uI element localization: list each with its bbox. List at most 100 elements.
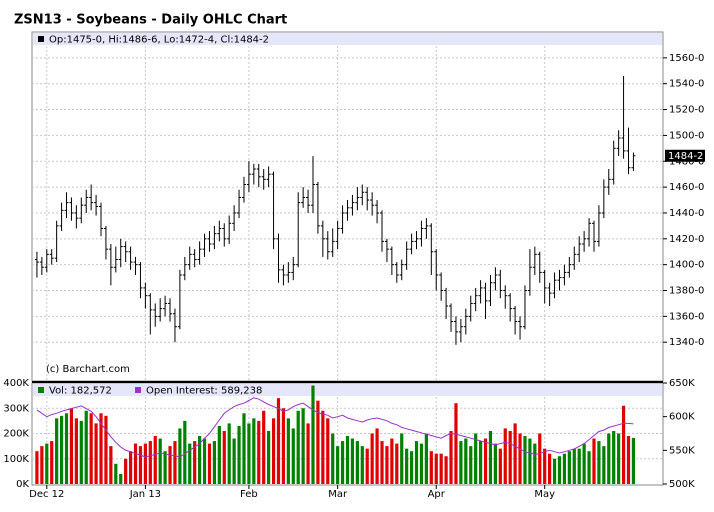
volume-bar <box>296 410 300 484</box>
volume-bar <box>350 438 355 484</box>
volume-bar <box>178 428 182 484</box>
volume-bar <box>89 413 93 484</box>
volume-bar <box>202 438 207 484</box>
y-tick-label: 1340-0 <box>669 337 704 348</box>
volume-bar <box>35 451 39 484</box>
x-tick-label: Jan 13 <box>129 489 161 500</box>
volume-bar <box>173 441 177 484</box>
volume-bar <box>281 408 286 484</box>
volume-bar <box>552 458 557 484</box>
volume-bar <box>365 448 369 484</box>
volume-bar <box>345 436 350 484</box>
volume-bar <box>193 441 197 484</box>
volume-bar <box>375 428 379 484</box>
volume-bar <box>227 423 231 484</box>
info-band <box>33 33 662 45</box>
volume-bar <box>513 423 517 484</box>
credit: (c) Barchart.com <box>46 364 130 375</box>
y-tick-label: 1500-0 <box>669 130 704 141</box>
volume-bar <box>602 446 606 484</box>
volume-swatch <box>38 387 44 393</box>
volume-bar <box>128 451 133 484</box>
volume-bar <box>592 438 596 484</box>
volume-bar <box>543 448 547 484</box>
volume-bar <box>612 430 616 484</box>
volume-bar <box>69 408 74 484</box>
volume-bar <box>385 446 389 484</box>
volume-bar <box>74 418 78 484</box>
volume-bar <box>276 398 281 484</box>
volume-bar <box>508 430 512 484</box>
volume-bar <box>557 456 562 484</box>
y-tick-label: 1400-0 <box>669 260 704 271</box>
y-tick-label: 1440-0 <box>669 208 704 219</box>
volume-bar <box>326 418 330 484</box>
volume-bar <box>548 453 552 484</box>
last-price-label: 1484-2 <box>668 151 703 162</box>
volume-bar <box>469 446 473 484</box>
volume-bar <box>419 443 424 484</box>
volume-tick-label: 0K <box>16 479 29 490</box>
volume-bar <box>267 430 271 484</box>
volume-bar <box>124 458 128 484</box>
open-interest-line <box>36 397 634 458</box>
volume-bar <box>104 415 108 484</box>
volume-bar <box>286 418 290 484</box>
volume-bar <box>454 403 458 484</box>
volume-bar <box>262 410 266 484</box>
volume-bar <box>212 441 216 484</box>
volume-bar <box>232 438 236 484</box>
volume-bar <box>528 438 532 484</box>
volume-bar <box>133 443 138 484</box>
volume-bar <box>567 451 571 484</box>
volume-bar <box>400 433 404 484</box>
volume-bar <box>40 446 44 484</box>
oi-swatch <box>135 387 141 393</box>
legend-band <box>33 384 662 396</box>
volume-bar <box>424 433 428 484</box>
volume-bar <box>316 400 320 484</box>
volume-bar <box>370 433 374 484</box>
volume-bar <box>434 453 438 484</box>
volume-bar <box>390 438 394 484</box>
volume-bar <box>572 448 576 484</box>
volume-bar <box>626 436 631 484</box>
volume-bar <box>444 456 448 484</box>
chart-title: ZSN13 - Soybeans - Daily OHLC Chart <box>14 13 287 28</box>
volume-tick-label: 200K <box>3 429 29 440</box>
volume-bar <box>621 405 626 484</box>
volume-bar <box>331 433 335 484</box>
last-price-box <box>665 149 705 162</box>
volume-bar <box>183 420 187 484</box>
oi-tick-label: 600K <box>669 412 695 423</box>
x-tick-label: May <box>534 489 555 500</box>
volume-bar <box>257 420 261 484</box>
y-tick-label: 1540-0 <box>669 79 704 90</box>
volume-bar <box>84 410 88 484</box>
volume-bar <box>395 443 399 484</box>
volume-bar <box>464 438 468 484</box>
info-swatch <box>38 36 44 42</box>
volume-bar <box>207 443 212 484</box>
ohlc-info: Op:1475-0, Hi:1486-6, Lo:1472-4, Cl:1484… <box>49 35 269 46</box>
x-tick-label: Mar <box>328 489 348 500</box>
y-tick-label: 1460-0 <box>669 182 704 193</box>
y-tick-label: 1380-0 <box>669 286 704 297</box>
volume-bar <box>138 446 143 484</box>
volume-bar <box>217 425 221 484</box>
y-tick-label: 1520-0 <box>669 105 704 116</box>
volume-bar <box>493 443 497 484</box>
volume-bar <box>439 453 443 484</box>
volume-bar <box>336 446 340 484</box>
volume-bar <box>252 418 256 484</box>
volume-bar <box>405 448 409 484</box>
volume-bar <box>306 423 310 484</box>
volume-bar <box>109 446 113 484</box>
volume-bar <box>198 436 202 484</box>
volume-bar <box>355 441 359 484</box>
volume-bar <box>119 473 123 484</box>
volume-bar <box>301 408 305 484</box>
volume-bar <box>158 438 162 484</box>
volume-bar <box>59 415 64 484</box>
